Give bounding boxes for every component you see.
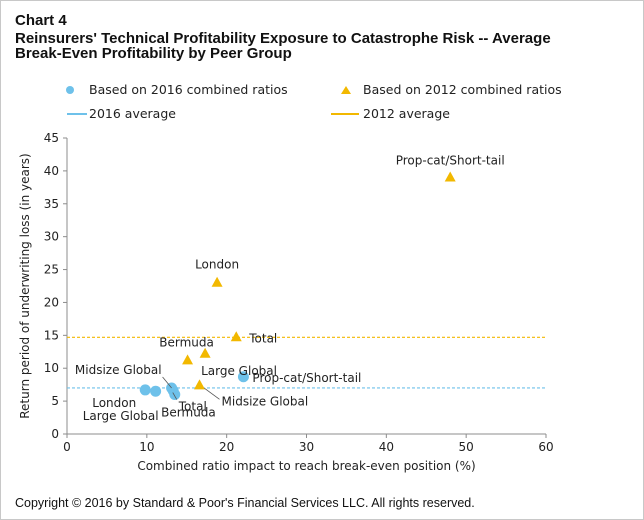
y-tick-label: 45 [44,131,59,145]
point-label: Prop-cat/Short-tail [252,371,361,385]
y-tick-label: 25 [44,263,59,277]
x-tick-label: 40 [379,440,394,454]
point-2012-london [211,276,223,287]
chart-title-line-1: Reinsurers' Technical Profitability Expo… [15,30,551,47]
point-label: Bermuda [159,335,214,349]
legend-label-2016: Based on 2016 combined ratios [89,82,288,97]
y-tick-label: 15 [44,328,59,342]
label-leader-line [162,376,172,389]
point-2012-bermuda [182,354,194,365]
chart-title-line-2: Break-Even Profitability by Peer Group [15,45,292,62]
point-2016-total [169,389,181,401]
point-label: Bermuda [161,406,216,420]
point-label: Midsize Global [75,363,162,377]
legend-label-2012: Based on 2012 combined ratios [363,82,562,97]
y-tick-label: 20 [44,295,59,309]
point-label: Large Global [83,409,159,423]
label-leader-line [172,392,178,400]
point-2012-large-global [199,347,211,358]
y-tick-label: 10 [44,361,59,375]
y-tick-label: 40 [44,164,59,178]
scatter-chart: Based on 2016 combined ratios Based on 2… [18,82,562,473]
x-tick-label: 0 [63,440,71,454]
x-tick-label: 20 [219,440,234,454]
y-tick-label: 35 [44,197,59,211]
x-tick-label: 30 [299,440,314,454]
data-points [139,171,456,401]
x-tick-label: 50 [459,440,474,454]
point-2012-total [230,331,242,342]
y-tick-label: 30 [44,230,59,244]
y-tick-label: 0 [51,427,59,441]
copyright-notice: Copyright © 2016 by Standard & Poor's Fi… [15,496,475,510]
y-axis-title: Return period of underwriting loss (in y… [18,153,32,419]
chart-title: Reinsurers' Technical Profitability Expo… [15,31,625,61]
chart-axes: 0 10 20 30 40 50 60 0 5 10 15 20 25 30 35 40 45 [44,131,554,454]
label-leader-line [204,388,220,400]
point-label: London [92,396,136,410]
point-2012-midsize-global [194,379,206,390]
x-tick-label: 10 [139,440,154,454]
point-2012-prop-cat-short-tail [444,171,456,182]
point-label: Midsize Global [222,394,309,408]
point-label: Total [178,400,207,414]
legend-label-2012-average: 2012 average [363,106,450,121]
point-label: Large Global [201,364,277,378]
legend-marker-2016 [66,86,74,94]
chart-legend: Based on 2016 combined ratios Based on 2… [66,82,562,121]
point-label: Prop-cat/Short-tail [396,153,505,167]
legend-marker-2012 [341,86,351,94]
y-tick-label: 5 [51,394,59,408]
chart-number: Chart 4 [15,12,67,29]
point-2016-large-global [150,385,162,397]
point-2016-prop-cat-short-tail [237,371,249,383]
x-axis-title: Combined ratio impact to reach break-eve… [137,459,475,473]
point-label: Total [248,331,277,345]
point-2016-london [139,384,151,396]
point-label: London [195,258,239,272]
x-tick-label: 60 [538,440,553,454]
legend-label-2016-average: 2016 average [89,106,176,121]
